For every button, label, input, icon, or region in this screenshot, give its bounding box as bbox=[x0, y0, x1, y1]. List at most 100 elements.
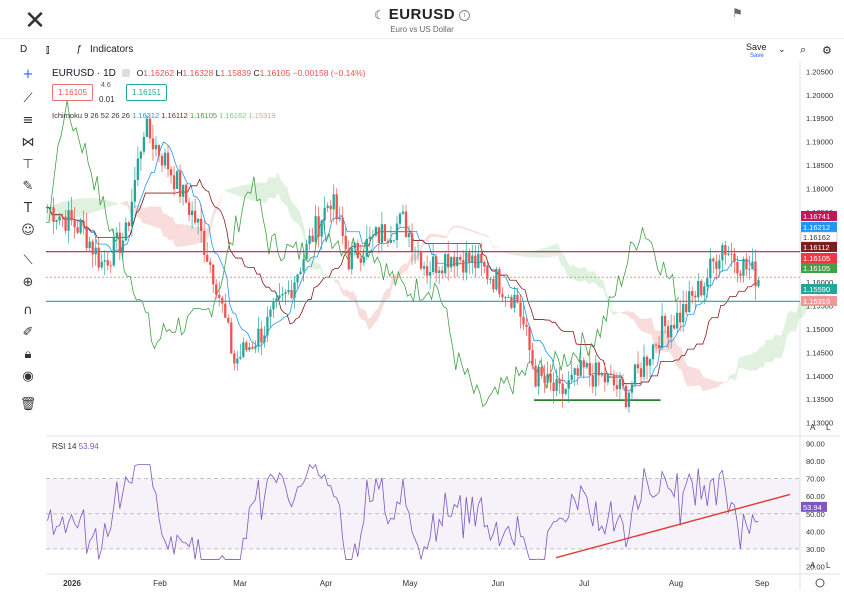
candle-body bbox=[118, 232, 121, 253]
brush-icon[interactable]: ✎ bbox=[22, 179, 34, 194]
candle-body bbox=[97, 247, 100, 268]
log-scale-button[interactable]: L bbox=[826, 423, 831, 432]
cloud-segment bbox=[796, 300, 800, 332]
candle-body bbox=[495, 269, 498, 290]
candle-body bbox=[154, 144, 158, 150]
candle-body bbox=[353, 242, 356, 249]
gear-icon[interactable]: ⚙ bbox=[822, 45, 832, 57]
text-icon[interactable]: T bbox=[24, 201, 32, 216]
cloud-segment bbox=[377, 302, 381, 321]
cloud-segment bbox=[142, 207, 146, 224]
time-tick-label: Feb bbox=[153, 579, 167, 588]
cloud-segment bbox=[543, 247, 547, 258]
emoji-icon[interactable]: ☺ bbox=[21, 223, 35, 238]
candle-body bbox=[691, 291, 694, 296]
close-icon[interactable]: ✕ bbox=[24, 6, 46, 36]
buy-price-box[interactable]: 1.16151 bbox=[126, 84, 167, 101]
candle-body bbox=[706, 278, 709, 287]
ichimoku-value: 1.16212 bbox=[132, 111, 160, 120]
cloud-segment bbox=[458, 225, 462, 229]
cloud-segment bbox=[726, 375, 730, 384]
cloud-segment bbox=[311, 257, 315, 270]
forecast-icon[interactable]: ⊤ bbox=[22, 157, 34, 172]
rsi-auto-scale-button[interactable]: A bbox=[810, 561, 816, 570]
candle-body bbox=[79, 220, 82, 233]
cloud-segment bbox=[687, 366, 691, 387]
cloud-segment bbox=[190, 225, 194, 246]
rsi-trend-line[interactable] bbox=[555, 493, 791, 559]
cloud-segment bbox=[187, 224, 191, 246]
interval-button[interactable]: D bbox=[20, 44, 28, 55]
candle-body bbox=[145, 118, 149, 137]
info-icon[interactable]: i bbox=[459, 10, 471, 21]
save-button[interactable]: Save bbox=[746, 42, 767, 52]
candle-body bbox=[407, 233, 411, 238]
candle-body bbox=[471, 255, 474, 263]
timezone-gear-icon[interactable] bbox=[815, 578, 825, 588]
candle-body bbox=[465, 252, 468, 273]
cloud-segment bbox=[612, 311, 616, 316]
candle-body bbox=[248, 347, 251, 351]
pattern-icon[interactable]: ⋈ bbox=[21, 135, 35, 150]
candle-body bbox=[347, 249, 350, 270]
legend-collapse-icon[interactable] bbox=[122, 69, 131, 77]
cloud-segment bbox=[229, 187, 233, 194]
crosshair-icon[interactable]: + bbox=[22, 67, 34, 82]
candle-body bbox=[46, 207, 49, 209]
symbol-header[interactable]: ☾ EURUSD i Euro vs US Dollar bbox=[300, 6, 544, 34]
cloud-segment bbox=[648, 317, 652, 335]
candle-body bbox=[724, 245, 727, 255]
flag-icon[interactable]: ⚑ bbox=[732, 6, 743, 20]
candle-body bbox=[434, 256, 438, 274]
rsi-legend: RSI 14 53.94 bbox=[52, 442, 99, 451]
cloud-segment bbox=[428, 233, 432, 239]
indicators-button[interactable]: Indicators bbox=[90, 44, 134, 55]
candle-body bbox=[588, 363, 591, 376]
cloud-segment bbox=[778, 335, 782, 359]
eye-icon[interactable]: ◉ bbox=[22, 369, 34, 384]
sell-price-box[interactable]: 1.16105 bbox=[52, 84, 93, 101]
trend-line-icon[interactable]: ⟋ bbox=[23, 91, 33, 106]
cloud-segment bbox=[503, 252, 507, 254]
candle-body bbox=[371, 235, 375, 237]
cloud-segment bbox=[94, 198, 98, 213]
magnet-icon[interactable]: ∩ bbox=[23, 303, 33, 318]
chart-grid bbox=[46, 62, 840, 590]
top-bar: ✕ ☾ EURUSD i Euro vs US Dollar ⚑ bbox=[0, 0, 844, 38]
cloud-segment bbox=[723, 382, 727, 384]
candle-body bbox=[603, 373, 606, 383]
lock-drawings-icon[interactable]: ✐ bbox=[22, 325, 34, 340]
cloud-segment bbox=[639, 318, 643, 332]
candle-body bbox=[498, 269, 501, 294]
price-tick-label: 1.14000 bbox=[806, 372, 833, 381]
lock-icon[interactable]: 🔒︎ bbox=[24, 347, 32, 362]
legend-symbol[interactable]: EURUSD · 1D bbox=[52, 68, 116, 79]
bar-style-icon[interactable]: ⫾ bbox=[46, 44, 50, 56]
candlestick-series bbox=[46, 113, 760, 413]
indicators-icon[interactable]: ƒ bbox=[76, 44, 82, 55]
candle-body bbox=[697, 281, 700, 298]
ichimoku-label[interactable]: Ichimoku 9 26 52 26 26 bbox=[52, 111, 130, 120]
auto-scale-button[interactable]: A bbox=[810, 423, 816, 432]
candle-body bbox=[633, 364, 637, 385]
candle-body bbox=[492, 279, 495, 290]
candle-body bbox=[453, 256, 456, 267]
cloud-segment bbox=[320, 264, 324, 277]
rsi-label[interactable]: RSI 14 bbox=[52, 442, 77, 451]
candle-body bbox=[311, 235, 314, 242]
quick-search-icon[interactable]: ⌕ bbox=[800, 44, 807, 56]
cloud-segment bbox=[296, 206, 300, 225]
cloud-segment bbox=[58, 202, 62, 221]
ruler-icon[interactable]: ⟍ bbox=[23, 253, 33, 268]
cloud-segment bbox=[193, 226, 197, 245]
trash-icon[interactable]: 🗑︎ bbox=[19, 397, 37, 412]
zoom-in-icon[interactable]: ⊕ bbox=[22, 275, 34, 290]
candle-body bbox=[320, 220, 323, 237]
chevron-down-icon[interactable]: ⌄ bbox=[778, 44, 786, 54]
candle-body bbox=[462, 259, 465, 273]
fib-icon[interactable]: ≡ bbox=[22, 113, 34, 128]
candle-body bbox=[121, 240, 124, 253]
cloud-segment bbox=[528, 251, 532, 258]
rsi-log-scale-button[interactable]: L bbox=[826, 561, 831, 570]
